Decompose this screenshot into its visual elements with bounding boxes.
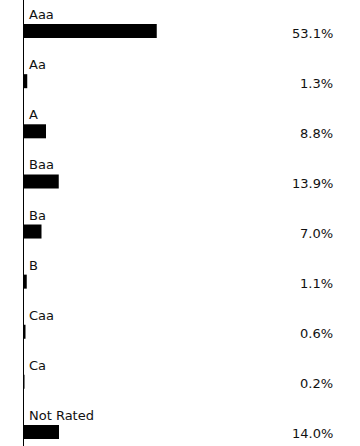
svg-text:8.8%: 8.8% [300, 126, 333, 141]
svg-text:13.9%: 13.9% [292, 176, 333, 191]
svg-text:Not Rated: Not Rated [29, 408, 94, 423]
svg-text:A: A [29, 107, 38, 122]
svg-text:Aaa: Aaa [29, 7, 54, 22]
svg-text:Baa: Baa [29, 157, 54, 172]
svg-text:Caa: Caa [29, 308, 54, 323]
svg-text:0.2%: 0.2% [300, 376, 333, 391]
svg-text:Ca: Ca [29, 358, 46, 373]
svg-text:1.3%: 1.3% [300, 76, 333, 91]
svg-text:14.0%: 14.0% [292, 426, 333, 441]
svg-text:Aa: Aa [29, 57, 46, 72]
svg-text:7.0%: 7.0% [300, 226, 333, 241]
svg-text:B: B [29, 258, 38, 273]
svg-text:Ba: Ba [29, 208, 46, 223]
svg-text:53.1%: 53.1% [292, 26, 333, 41]
svg-text:0.6%: 0.6% [300, 326, 333, 341]
svg-text:1.1%: 1.1% [300, 276, 333, 291]
